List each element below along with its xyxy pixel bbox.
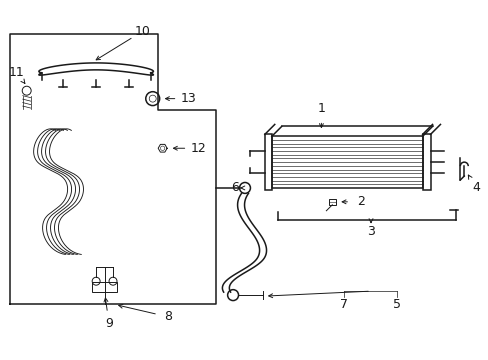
Text: 13: 13 (180, 92, 196, 105)
Bar (328, 199, 336, 205)
Text: 1: 1 (317, 102, 325, 115)
Text: 7: 7 (340, 297, 347, 311)
Bar (422, 134, 429, 190)
Bar (92, 282, 117, 292)
Text: 8: 8 (164, 310, 172, 323)
Bar (271, 136, 422, 188)
Text: 6: 6 (231, 181, 239, 194)
Text: 2: 2 (356, 195, 364, 208)
Text: 9: 9 (105, 318, 113, 330)
Text: 11: 11 (9, 66, 24, 79)
Text: 4: 4 (471, 181, 479, 194)
Text: 12: 12 (190, 142, 206, 155)
Text: 5: 5 (392, 297, 400, 311)
Text: 3: 3 (366, 225, 374, 238)
Text: 10: 10 (135, 24, 150, 38)
Bar (264, 134, 271, 190)
